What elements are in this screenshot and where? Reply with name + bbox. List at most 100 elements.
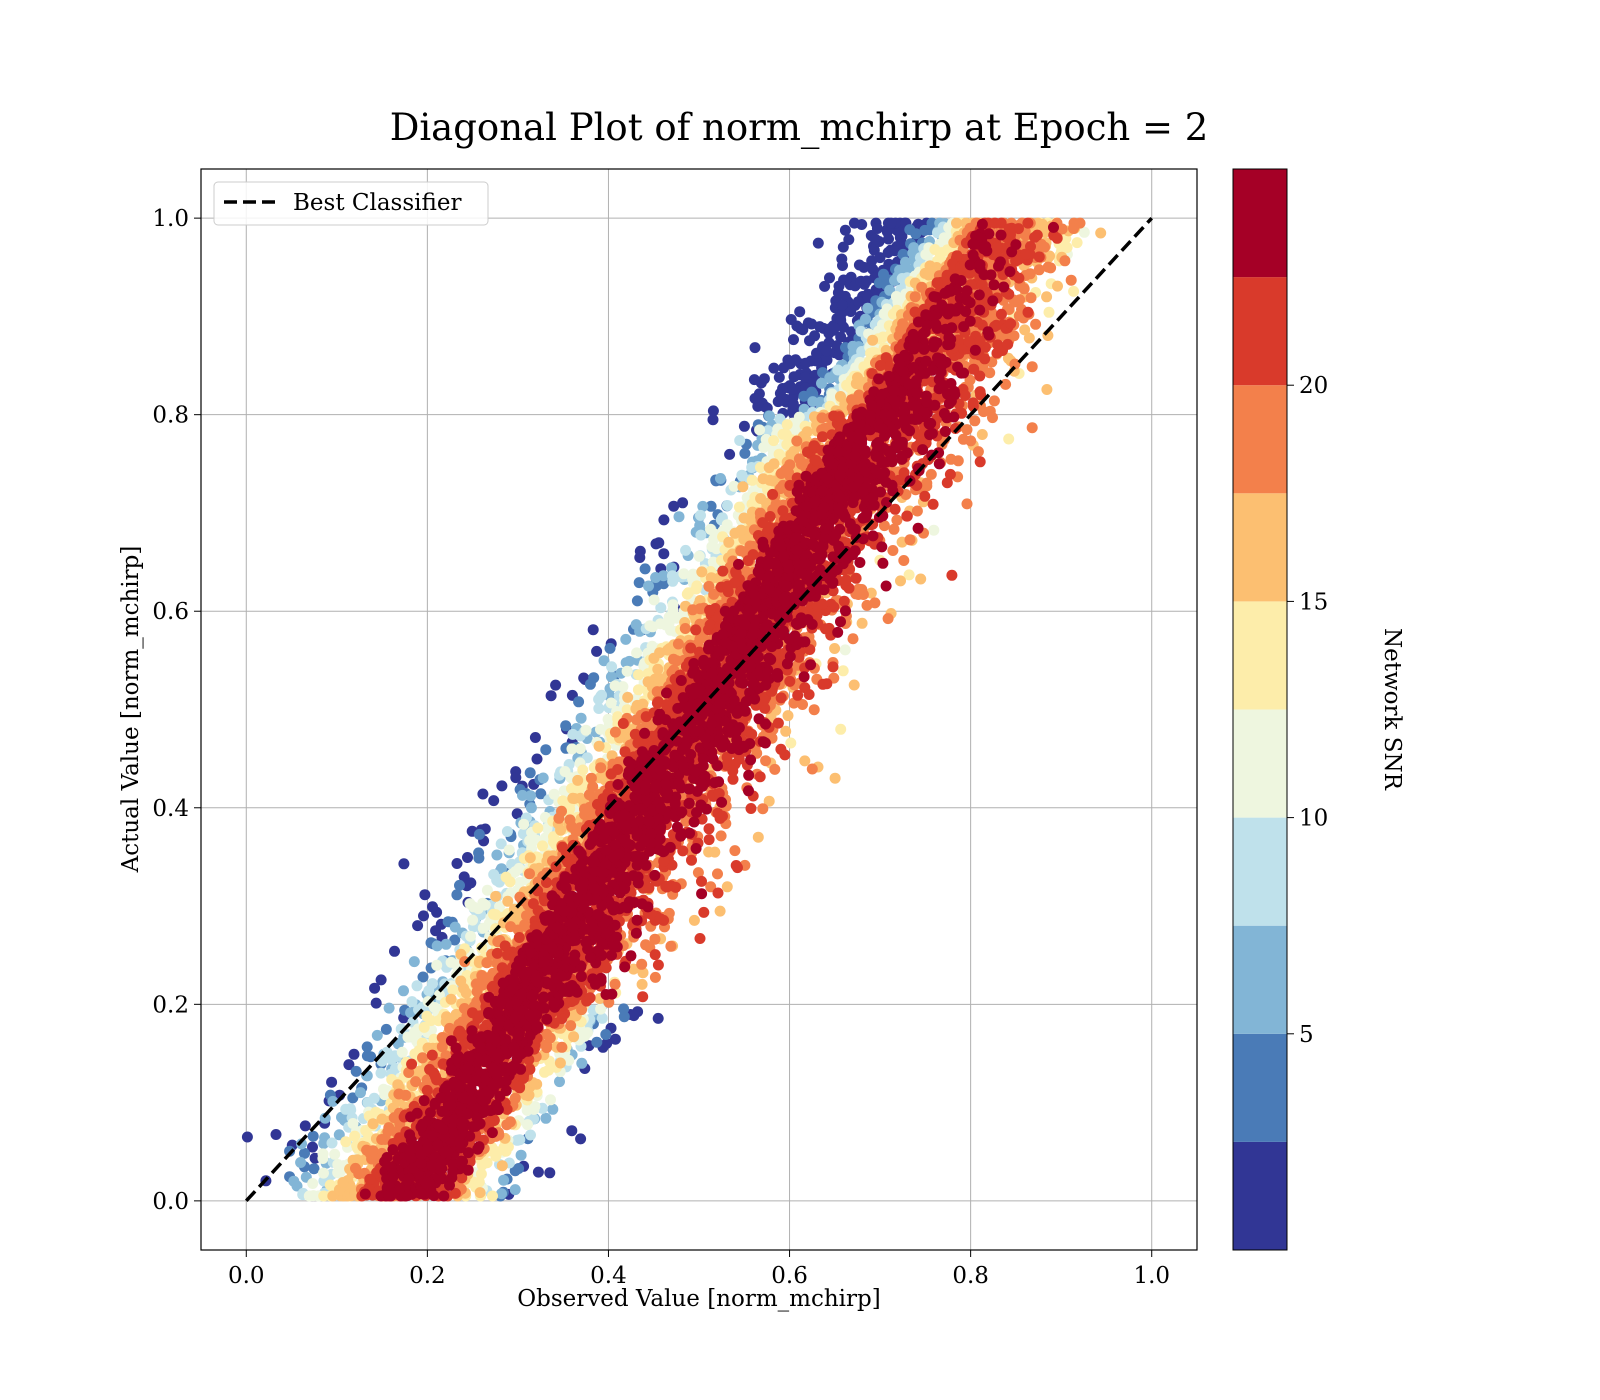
scatter-point bbox=[833, 349, 845, 361]
scatter-point bbox=[604, 642, 616, 654]
scatter-point bbox=[714, 905, 726, 917]
scatter-point bbox=[423, 985, 435, 997]
scatter-point bbox=[920, 249, 932, 260]
scatter-point bbox=[308, 1163, 320, 1175]
scatter-point bbox=[348, 1048, 360, 1060]
scatter-point bbox=[426, 1049, 438, 1061]
scatter-point bbox=[349, 1130, 361, 1142]
scatter-point bbox=[532, 822, 544, 834]
scatter-point bbox=[706, 541, 718, 553]
scatter-point bbox=[764, 410, 775, 422]
scatter-point bbox=[544, 1032, 556, 1044]
scatter-point bbox=[781, 419, 793, 431]
scatter-point bbox=[490, 909, 502, 921]
scatter-point bbox=[925, 468, 937, 480]
scatter-point bbox=[370, 997, 382, 1009]
scatter-point bbox=[365, 1051, 377, 1063]
scatter-point bbox=[511, 808, 523, 820]
scatter-point bbox=[808, 704, 820, 716]
scatter-point bbox=[327, 1095, 339, 1107]
scatter-point bbox=[679, 623, 691, 634]
scatter-point bbox=[481, 884, 493, 896]
scatter-point bbox=[488, 795, 500, 807]
scatter-point bbox=[972, 446, 984, 458]
scatter-point bbox=[418, 910, 429, 922]
scatter-point bbox=[715, 473, 726, 484]
scatter-point bbox=[417, 1052, 428, 1064]
scatter-point bbox=[888, 523, 900, 535]
scatter-point bbox=[392, 1079, 404, 1091]
scatter-point bbox=[1068, 223, 1079, 234]
scatter-point bbox=[889, 503, 901, 515]
scatter-point bbox=[605, 671, 617, 683]
scatter-point bbox=[729, 845, 741, 857]
scatter-point bbox=[703, 823, 715, 835]
scatter-point bbox=[454, 879, 465, 891]
scatter-point bbox=[887, 545, 899, 556]
scatter-point bbox=[1052, 280, 1063, 292]
scatter-point bbox=[333, 1129, 345, 1141]
scatter-point bbox=[524, 868, 535, 880]
scatter-point bbox=[785, 314, 797, 325]
scatter-point bbox=[754, 424, 766, 436]
scatter-point bbox=[877, 331, 889, 343]
scatter-point bbox=[473, 1176, 485, 1188]
scatter-point bbox=[375, 1067, 387, 1079]
scatter-point bbox=[606, 661, 618, 673]
scatter-point bbox=[653, 537, 665, 549]
scatter-point bbox=[1041, 291, 1053, 303]
scatter-point bbox=[622, 691, 634, 703]
scatter-point bbox=[1003, 433, 1015, 445]
scatter-point bbox=[355, 1087, 366, 1099]
scatter-point bbox=[764, 474, 776, 486]
scatter-point bbox=[288, 1175, 300, 1187]
scatter-point bbox=[1068, 285, 1080, 297]
scatter-point bbox=[623, 655, 635, 667]
scatter-point bbox=[797, 324, 809, 336]
scatter-point bbox=[698, 906, 710, 918]
scatter-point bbox=[406, 996, 418, 1008]
scatter-point bbox=[758, 373, 770, 385]
scatter-point bbox=[721, 500, 733, 511]
scatter-point bbox=[672, 638, 684, 650]
scatter-point bbox=[350, 1065, 362, 1077]
scatter-point bbox=[739, 447, 751, 459]
scatter-point bbox=[588, 672, 600, 684]
scatter-point bbox=[806, 763, 818, 775]
scatter-point bbox=[695, 529, 707, 541]
scatter-point bbox=[762, 425, 774, 437]
scatter-point bbox=[785, 737, 797, 749]
scatter-point bbox=[862, 302, 874, 314]
scatter-point bbox=[491, 849, 503, 861]
scatter-point bbox=[299, 1120, 311, 1132]
scatter-point bbox=[773, 371, 785, 383]
scatter-point bbox=[652, 1012, 664, 1024]
scatter-point bbox=[646, 640, 658, 652]
scatter-point bbox=[829, 322, 841, 334]
scatter-point bbox=[573, 696, 585, 708]
scatter-point bbox=[400, 1089, 412, 1101]
scatter-point bbox=[382, 1126, 394, 1138]
scatter-point bbox=[804, 335, 815, 347]
scatter-point bbox=[427, 901, 438, 913]
scatter-point bbox=[524, 852, 536, 864]
scatter-point bbox=[473, 852, 485, 864]
scatter-point bbox=[631, 595, 643, 607]
scatter-point bbox=[537, 840, 548, 852]
scatter-point bbox=[909, 291, 921, 303]
scatter-point bbox=[655, 602, 667, 614]
scatter-point bbox=[889, 245, 901, 257]
scatter-point bbox=[658, 548, 670, 560]
scatter-point bbox=[867, 334, 879, 346]
scatter-point bbox=[794, 306, 806, 318]
scatter-point bbox=[852, 296, 864, 308]
scatter-point bbox=[545, 690, 557, 702]
scatter-point bbox=[500, 871, 512, 883]
scatter-point bbox=[440, 938, 452, 950]
scatter-point bbox=[347, 1118, 359, 1129]
scatter-point bbox=[524, 767, 536, 779]
scatter-point bbox=[820, 345, 832, 357]
scatter-point bbox=[598, 655, 610, 667]
scatter-point bbox=[632, 684, 644, 696]
scatter-point bbox=[856, 617, 868, 629]
